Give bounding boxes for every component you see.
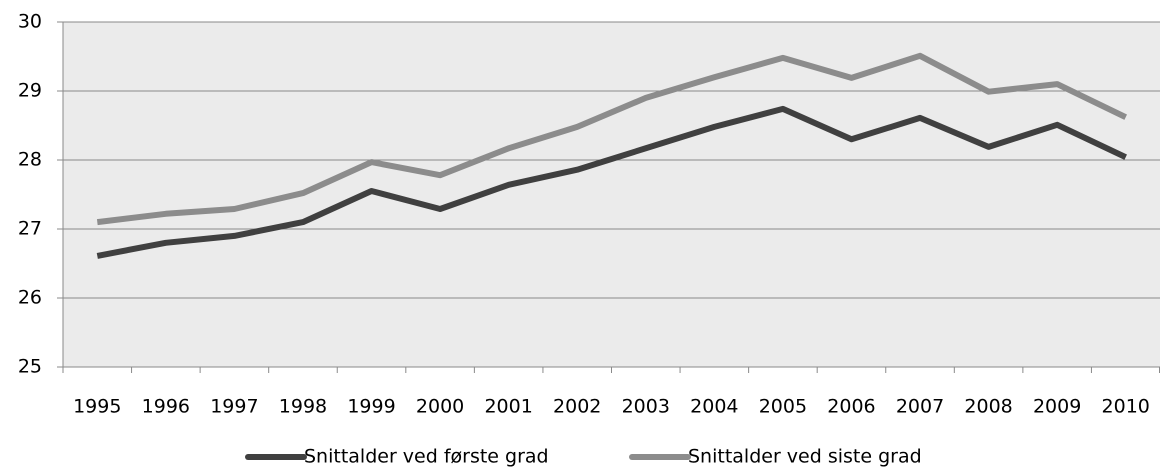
y-tick-label: 29 (18, 80, 42, 102)
y-tick-label: 27 (18, 218, 42, 240)
x-tick-label: 2006 (827, 396, 875, 418)
x-tick-label: 2005 (759, 396, 807, 418)
x-tick-label: 2007 (896, 396, 944, 418)
y-tick-label: 26 (18, 287, 42, 309)
x-tick-label: 2002 (553, 396, 601, 418)
y-tick-label: 28 (18, 149, 42, 171)
series-line (96, 52, 1128, 226)
x-tick-label: 1995 (73, 396, 121, 418)
x-tick-label: 1998 (279, 396, 327, 418)
legend-label: Snittalder ved første grad (304, 446, 549, 468)
x-tick-label: 2009 (1033, 396, 1081, 418)
y-tick-label: 30 (18, 11, 42, 33)
series-line (96, 105, 1127, 259)
legend-label: Snittalder ved siste grad (688, 446, 922, 468)
x-tick-label: 1997 (210, 396, 258, 418)
x-tick-label: 2000 (416, 396, 464, 418)
x-tick-label: 2003 (622, 396, 670, 418)
plot-area (63, 22, 1160, 367)
x-tick-label: 2010 (1102, 396, 1150, 418)
x-tick-label: 2008 (964, 396, 1012, 418)
y-tick-label: 25 (18, 356, 42, 378)
x-tick-label: 1996 (142, 396, 190, 418)
x-tick-label: 2004 (690, 396, 738, 418)
x-tick-label: 1999 (347, 396, 395, 418)
x-tick-label: 2001 (484, 396, 532, 418)
